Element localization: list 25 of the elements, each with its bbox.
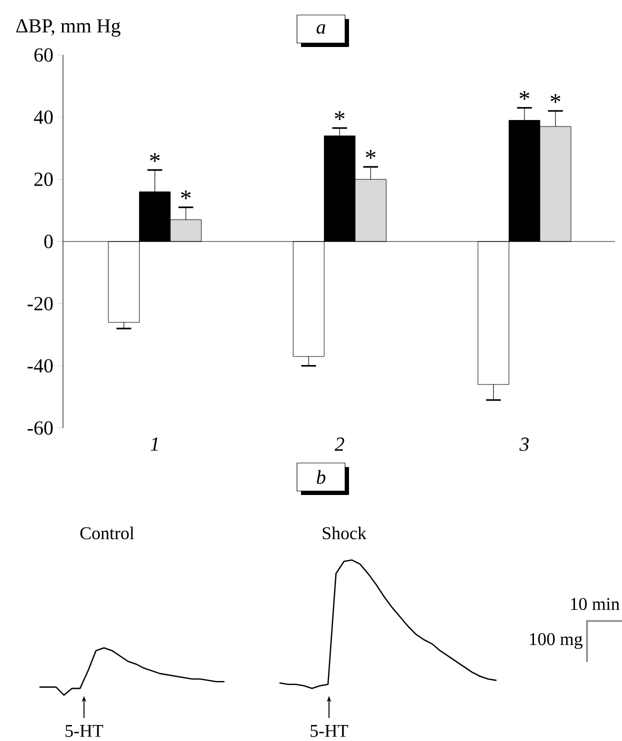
annotation: * xyxy=(150,153,160,162)
text: Shock xyxy=(322,526,366,540)
x-tick-label: 2 xyxy=(334,438,344,451)
y-tick-label: 60 xyxy=(34,48,53,62)
y-tick-label: 40 xyxy=(34,110,53,124)
annotation: * xyxy=(181,190,191,200)
x-tick-label: 1 xyxy=(150,438,158,451)
y-axis-title: ΔBP, mm Hg xyxy=(16,19,120,37)
annotation: * xyxy=(334,111,344,120)
text: 10 min xyxy=(571,598,620,610)
y-tick-label: -60 xyxy=(28,421,53,435)
text: 5-HT xyxy=(66,725,104,737)
x-tick-label: 3 xyxy=(519,438,529,451)
text: 100 mg xyxy=(530,633,582,649)
chart-title: a xyxy=(316,24,326,34)
chart-title: b xyxy=(316,470,326,484)
annotation: * xyxy=(366,150,376,159)
y-tick-label: -40 xyxy=(28,359,53,373)
y-tick-label: 0 xyxy=(44,234,53,248)
text: Control xyxy=(80,526,134,540)
annotation: * xyxy=(520,90,530,100)
y-tick-label: -20 xyxy=(28,296,53,310)
y-tick-label: 20 xyxy=(34,172,53,186)
annotation: * xyxy=(550,94,560,103)
text: 5-HT xyxy=(310,725,348,737)
